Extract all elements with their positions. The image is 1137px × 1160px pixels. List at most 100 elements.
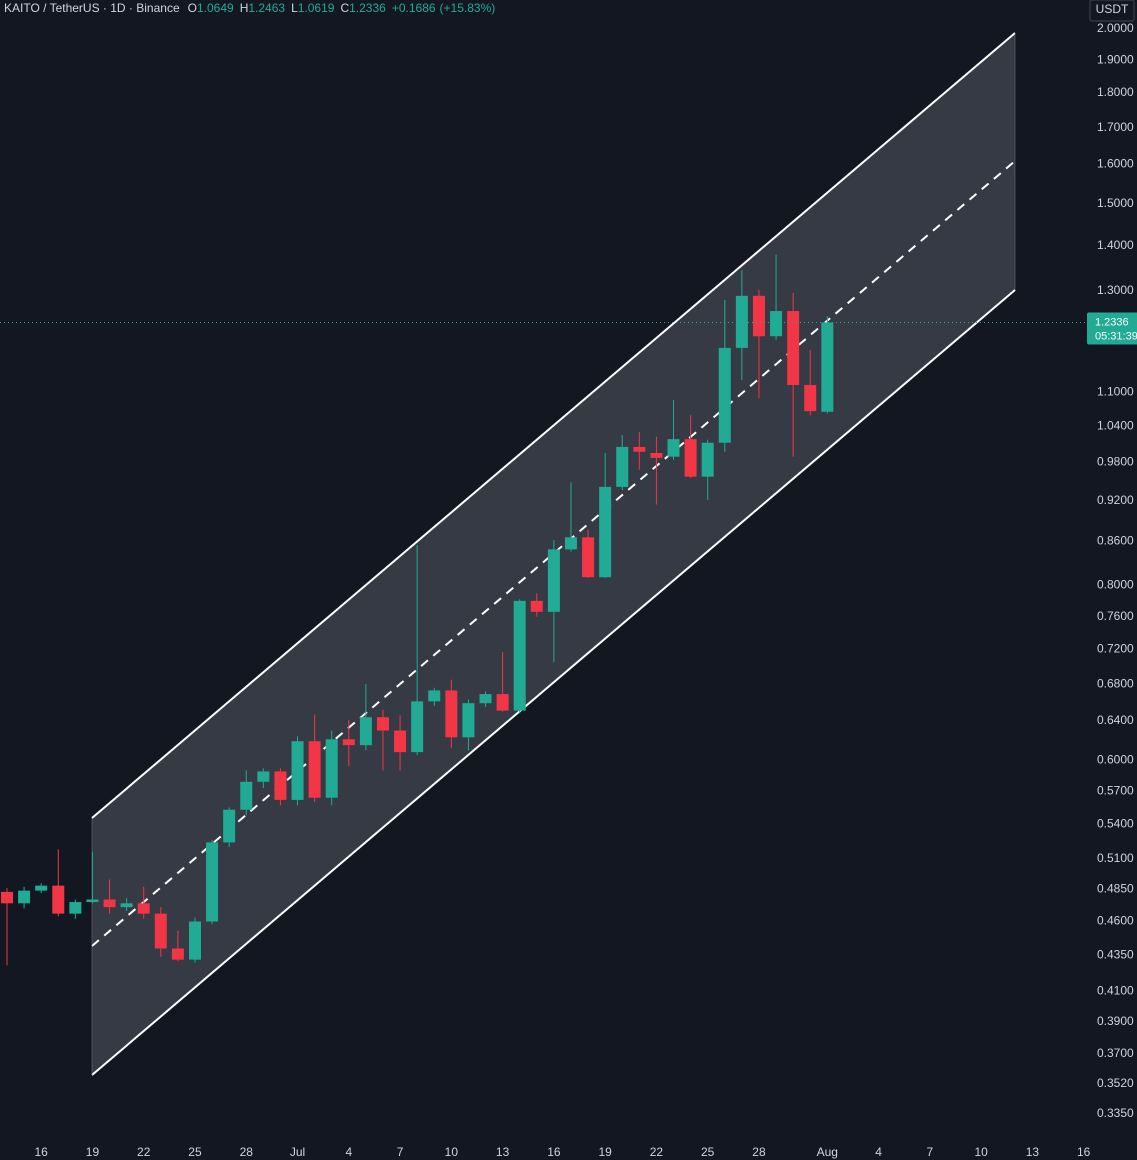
countdown: 05:31:39 xyxy=(1095,330,1137,342)
y-tick-label: 0.8000 xyxy=(1097,578,1134,592)
y-tick-label: 0.5700 xyxy=(1097,783,1134,797)
candle-body xyxy=(684,439,697,477)
x-tick-label: 13 xyxy=(1026,1145,1040,1159)
x-tick-label: 19 xyxy=(86,1145,100,1159)
candle-body xyxy=(206,842,219,922)
ohlc-letter: O xyxy=(188,1,197,15)
x-tick-label: 7 xyxy=(927,1145,934,1159)
y-tick-label: 1.9000 xyxy=(1097,52,1134,66)
y-tick-label: 0.3700 xyxy=(1097,1046,1134,1060)
candle-body xyxy=(86,899,99,903)
y-tick-label: 0.4600 xyxy=(1097,914,1134,928)
ohlc-letter: H xyxy=(240,1,249,15)
candle-body xyxy=(291,741,304,800)
candle-body xyxy=(171,948,184,960)
channel-upper xyxy=(91,32,1016,819)
y-tick-label: 0.4350 xyxy=(1097,948,1134,962)
y-tick-label: 0.3520 xyxy=(1097,1076,1134,1090)
candle-body xyxy=(599,486,612,578)
candle-body xyxy=(718,347,731,443)
candle-body xyxy=(582,537,595,578)
x-tick-label: 13 xyxy=(496,1145,510,1159)
y-tick-label: 1.4000 xyxy=(1097,238,1134,252)
candle-body xyxy=(154,913,167,949)
candle-body xyxy=(787,311,800,385)
candle-body xyxy=(376,717,389,731)
candle-body xyxy=(394,730,407,753)
candle-body xyxy=(188,921,201,960)
y-tick-label: 1.5000 xyxy=(1097,196,1134,210)
y-tick-label: 0.7600 xyxy=(1097,609,1134,623)
change-pct: (+15.83%) xyxy=(440,1,496,15)
ohlc-letter: L xyxy=(291,1,298,15)
x-tick-label: 7 xyxy=(397,1145,404,1159)
x-tick-label: 16 xyxy=(1077,1145,1091,1159)
candle-body xyxy=(257,771,270,782)
candle-body xyxy=(69,902,82,914)
y-tick-label: 0.6800 xyxy=(1097,676,1134,690)
y-axis: 2.0000 1.9000 1.8000 1.7000 1.6000 1.5000 1.40… xyxy=(1097,21,1134,1120)
x-tick-label: 22 xyxy=(137,1145,151,1159)
x-tick-label: 25 xyxy=(701,1145,715,1159)
y-tick-label: 0.4850 xyxy=(1097,882,1134,896)
x-tick-label: 16 xyxy=(547,1145,561,1159)
x-tick-label: 28 xyxy=(240,1145,254,1159)
candle-body xyxy=(445,690,458,738)
currency-label: USDT xyxy=(1096,2,1129,16)
y-tick-label: 2.0000 xyxy=(1097,21,1134,35)
candle-body xyxy=(633,446,646,452)
x-tick-label: 25 xyxy=(188,1145,202,1159)
candle-body xyxy=(103,899,116,908)
candle-body xyxy=(650,453,663,458)
candle-body xyxy=(325,739,338,798)
candle-body xyxy=(821,322,834,412)
x-tick-label: 10 xyxy=(445,1145,459,1159)
x-tick-label: 10 xyxy=(974,1145,988,1159)
candle-body xyxy=(120,903,133,908)
y-tick-label: 0.7200 xyxy=(1097,642,1134,656)
last-price-box xyxy=(1087,312,1137,345)
ohlc-letter: C xyxy=(340,1,349,15)
x-tick-label: Jul xyxy=(290,1145,305,1159)
y-tick-label: 0.3900 xyxy=(1097,1014,1134,1028)
candle-body xyxy=(513,600,526,711)
y-tick-label: 0.6000 xyxy=(1097,752,1134,766)
header: KAITO / TetherUS · 1D · Binance O1.0649 H 1… xyxy=(4,1,495,15)
y-tick-label: 1.1000 xyxy=(1097,384,1134,398)
candle-body xyxy=(496,694,509,711)
candle-body xyxy=(547,549,560,612)
candle-body xyxy=(223,809,236,843)
candle-body xyxy=(35,885,48,891)
currency-box xyxy=(1089,0,1135,22)
x-tick-label: Aug xyxy=(817,1145,838,1159)
y-tick-label: 1.7000 xyxy=(1097,120,1134,134)
x-tick-label: 28 xyxy=(752,1145,766,1159)
candle-body xyxy=(735,295,748,348)
candle-body xyxy=(530,600,543,612)
x-axis: 16 19 22 25 28 Jul 4 7 10 13 16 19 22 25 28 Aug 4 7 10 13 16 xyxy=(35,1145,1091,1159)
y-tick-label: 0.5100 xyxy=(1097,851,1134,865)
y-tick-label: 1.8000 xyxy=(1097,85,1134,99)
ohlc-value: 1.0649 xyxy=(197,1,234,15)
y-tick-label: 0.8600 xyxy=(1097,534,1134,548)
candle-body xyxy=(479,694,492,704)
y-tick-label: 0.3350 xyxy=(1097,1106,1134,1120)
candle-body xyxy=(804,384,817,412)
change: +0.1686 xyxy=(392,1,436,15)
candle-body xyxy=(18,890,31,904)
candle-body xyxy=(342,739,355,746)
y-tick-label: 0.6400 xyxy=(1097,713,1134,727)
symbol: KAITO / TetherUS · 1D · Binance xyxy=(4,1,180,15)
candle-body xyxy=(701,442,714,477)
y-tick-label: 0.9800 xyxy=(1097,454,1134,468)
x-tick-label: 4 xyxy=(875,1145,882,1159)
candle-body xyxy=(137,903,150,914)
candle-body xyxy=(564,537,577,550)
y-tick-label: 0.5400 xyxy=(1097,816,1134,830)
ohlc-value: 1.2336 xyxy=(349,1,386,15)
candle-body xyxy=(411,701,424,753)
candle-body xyxy=(1,891,13,904)
candle-body xyxy=(308,741,321,798)
